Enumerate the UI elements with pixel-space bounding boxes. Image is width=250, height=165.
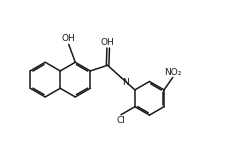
Text: Cl: Cl [116,115,126,125]
Text: NO₂: NO₂ [164,68,182,77]
Text: OH: OH [101,38,114,47]
Text: N: N [122,78,128,87]
Text: OH: OH [61,34,75,43]
